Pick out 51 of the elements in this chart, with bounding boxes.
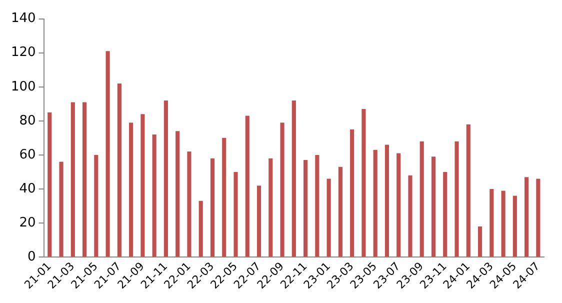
bar <box>501 190 506 257</box>
bar <box>524 177 529 257</box>
bar <box>245 116 250 257</box>
bar <box>408 175 412 257</box>
bar <box>373 150 378 257</box>
bar <box>164 100 168 257</box>
y-tick-label: 140 <box>10 11 36 26</box>
bar <box>443 172 448 257</box>
bar <box>420 141 424 257</box>
bar <box>384 144 389 257</box>
bar <box>48 112 52 257</box>
bar <box>82 102 87 257</box>
bar <box>280 122 284 257</box>
bar <box>478 226 482 257</box>
bar <box>187 152 192 257</box>
bar <box>396 153 401 257</box>
bar <box>268 158 273 257</box>
bar <box>315 154 320 257</box>
bar <box>350 129 354 257</box>
y-tick-label: 120 <box>10 45 36 60</box>
y-tick-label: 40 <box>19 181 36 196</box>
bar <box>536 178 540 257</box>
bar <box>129 122 134 257</box>
bar <box>362 109 366 257</box>
bar <box>106 51 110 257</box>
bar <box>490 188 494 257</box>
bar <box>140 114 145 257</box>
bar <box>292 100 296 257</box>
y-tick-label: 60 <box>19 147 36 162</box>
bar <box>304 160 308 257</box>
bar <box>198 200 203 257</box>
bar <box>512 196 517 257</box>
bar <box>256 186 262 257</box>
bar <box>454 141 459 257</box>
y-tick-label: 100 <box>10 79 36 94</box>
bar <box>431 156 436 257</box>
bar <box>94 154 98 257</box>
bar <box>222 138 226 257</box>
bar <box>70 102 75 257</box>
y-tick-label: 0 <box>28 249 36 264</box>
y-tick-label: 20 <box>19 215 36 230</box>
bar <box>326 178 331 257</box>
bar <box>117 83 122 257</box>
bar <box>210 158 215 257</box>
bar <box>466 124 470 257</box>
y-tick-label: 80 <box>19 113 36 128</box>
bar <box>176 131 180 257</box>
bar <box>338 166 342 257</box>
bar <box>152 134 156 257</box>
bar <box>59 162 64 257</box>
bar <box>234 172 238 257</box>
